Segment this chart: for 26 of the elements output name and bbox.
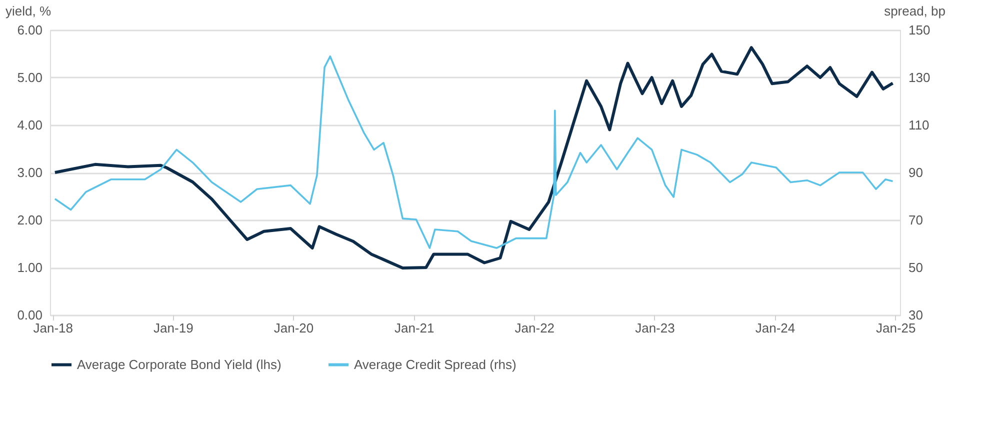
x-tick-label: Jan-22 [514, 320, 555, 336]
x-tick-label: Jan-21 [394, 320, 434, 336]
y2-tick-label: 90 [908, 165, 923, 180]
x-tick-label: Jan-25 [876, 320, 916, 336]
y2-tick-label: 30 [908, 308, 923, 322]
x-tick-label: Jan-20 [274, 320, 314, 336]
y2-tick-label: 130 [908, 70, 930, 85]
y-tick-label: 2.00 [17, 212, 42, 228]
y-tick-label: 1.00 [17, 260, 42, 275]
y-axis-title: yield, % [6, 4, 52, 18]
y2-axis-title: spread, bp [884, 4, 946, 18]
y2-tick-label: 150 [908, 22, 930, 38]
y2-tick-label: 70 [908, 212, 923, 228]
y-tick-label: 4.00 [17, 118, 42, 132]
x-tick-label: Jan-18 [33, 320, 74, 336]
legend-label: Average Credit Spread (rhs) [354, 356, 516, 372]
x-tick-label: Jan-24 [755, 320, 796, 336]
y-tick-label: 5.00 [17, 70, 42, 85]
y2-tick-label: 50 [908, 260, 923, 275]
y-tick-label: 3.00 [17, 165, 42, 180]
x-tick-label: Jan-19 [154, 320, 194, 336]
legend-label: Average Corporate Bond Yield (lhs) [77, 356, 282, 372]
y2-tick-label: 110 [908, 118, 930, 132]
x-tick-label: Jan-23 [635, 320, 675, 336]
y-tick-label: 6.00 [17, 22, 42, 38]
y-tick-label: 0.00 [17, 308, 42, 322]
